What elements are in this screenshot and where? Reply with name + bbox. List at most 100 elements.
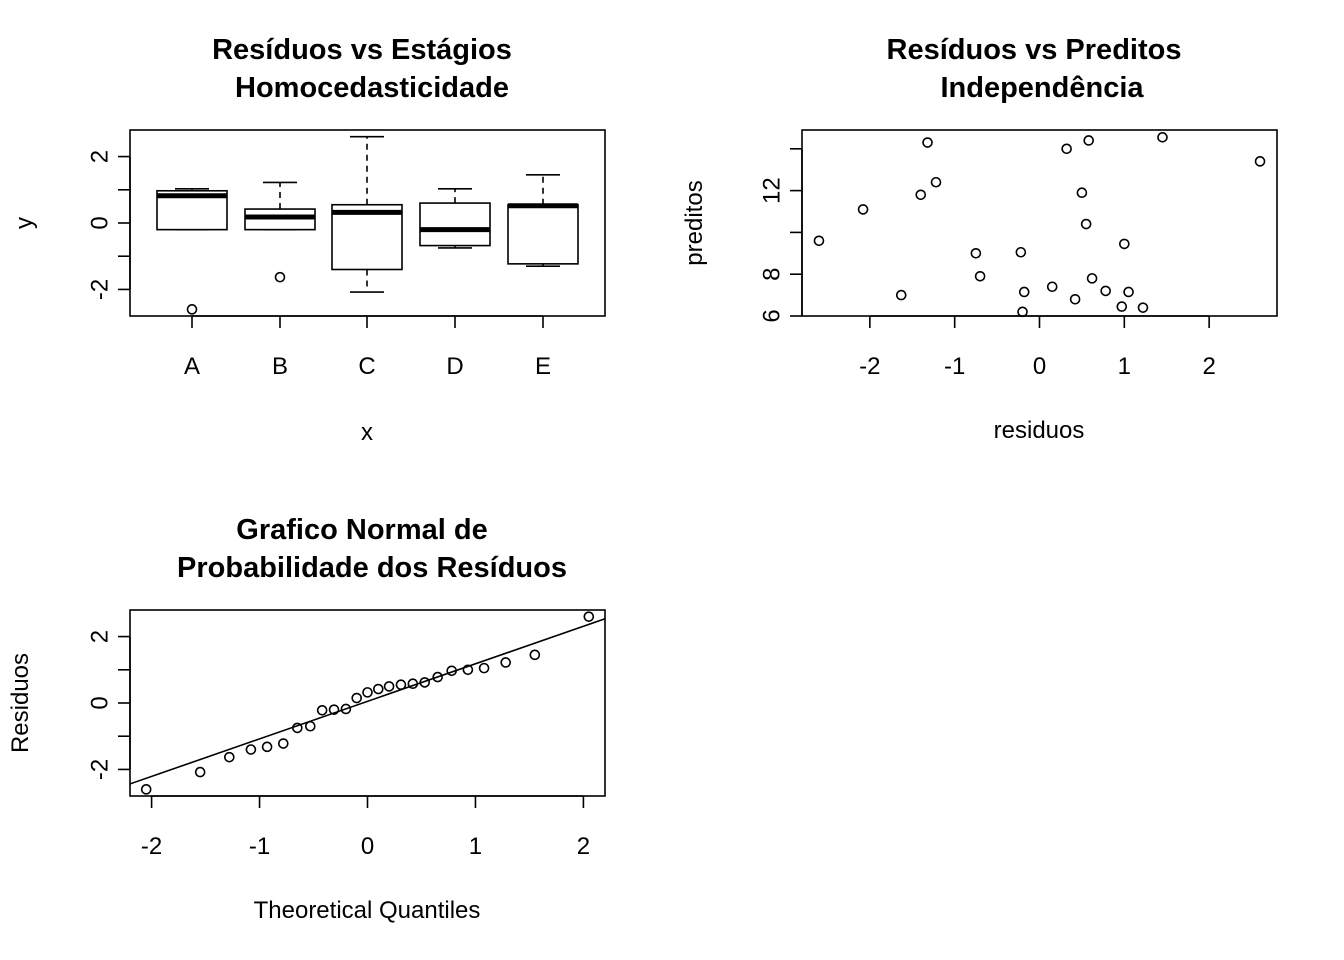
qq-title-line1: Grafico Normal de	[236, 514, 487, 546]
x-tick-label: 0	[361, 833, 374, 860]
qq-point	[304, 720, 316, 732]
panel-scatter: Resíduos vs Preditos Independência 6812-…	[681, 34, 1278, 444]
y-tick-label: 2	[86, 150, 113, 163]
scatter-point	[1123, 286, 1134, 298]
scatter-point	[1017, 306, 1028, 318]
qq-point	[372, 683, 384, 695]
qq-xlabel: Theoretical Quantiles	[254, 897, 481, 924]
box-A	[156, 187, 228, 315]
scatter-point	[915, 189, 927, 201]
boxplot-xlabel: x	[361, 419, 373, 446]
x-tick-label: 1	[469, 833, 482, 860]
y-tick-label: 2	[86, 630, 113, 643]
x-tick-label: -1	[944, 353, 965, 380]
qq-point	[194, 766, 206, 778]
qq-reference-line	[130, 618, 605, 785]
y-tick-label: 12	[758, 177, 785, 204]
box-iqr	[419, 202, 491, 247]
box-E	[507, 174, 579, 267]
qq-ylabel: Residuos	[7, 653, 34, 753]
y-tick-label: -2	[86, 759, 113, 780]
qq-point	[432, 671, 443, 683]
scatter-point	[970, 248, 982, 259]
qq-point	[419, 677, 431, 688]
qq-marks: -2 0 2 -2 -1 0 1 2	[86, 611, 605, 860]
scatter-point	[1046, 281, 1058, 293]
y-tick-label: 0	[86, 216, 113, 229]
box-D	[419, 187, 491, 249]
qq-point	[340, 703, 352, 715]
scatter-point	[1018, 286, 1030, 298]
qq-point	[362, 687, 373, 698]
scatter-point	[1069, 293, 1081, 305]
x-tick-label: -2	[859, 353, 880, 380]
y-tick-label: -2	[86, 279, 113, 300]
box-iqr	[507, 203, 579, 265]
scatter-title-line1: Resíduos vs Preditos	[887, 34, 1182, 66]
scatter-point	[1083, 135, 1094, 146]
x-tick-label: D	[446, 353, 463, 380]
x-tick-label: B	[272, 353, 288, 380]
y-tick-label: 6	[758, 309, 785, 322]
qq-title-line2: Probabilidade dos Resíduos	[177, 552, 567, 584]
y-tick-label: 8	[758, 268, 785, 281]
qq-point	[292, 722, 303, 734]
qq-point	[316, 705, 328, 716]
qq-point	[383, 681, 395, 692]
x-tick-label: 1	[1118, 353, 1131, 380]
qq-point	[462, 664, 474, 676]
qq-point	[328, 704, 340, 715]
qq-point	[261, 741, 273, 753]
scatter-point	[1061, 143, 1072, 155]
scatter-point	[1076, 187, 1088, 198]
qq-point	[500, 657, 511, 668]
boxplot-title-line2: Homocedasticidade	[235, 72, 509, 104]
scatter-point	[930, 176, 942, 188]
x-tick-label: E	[535, 353, 551, 380]
x-tick-label: C	[358, 353, 375, 380]
scatter-xlabel: residuos	[994, 417, 1085, 444]
boxplot-ylabel: y	[11, 217, 38, 229]
scatter-point	[857, 204, 869, 215]
qq-point	[446, 665, 458, 677]
box-B	[244, 181, 316, 283]
box-iqr	[331, 203, 403, 271]
qq-point	[277, 738, 289, 749]
qq-point	[395, 679, 407, 691]
scatter-point	[1100, 285, 1111, 297]
scatter-point	[895, 289, 907, 301]
scatter-point	[922, 137, 933, 148]
scatter-point	[1116, 301, 1128, 312]
qq-point	[529, 649, 541, 661]
scatter-point	[1086, 273, 1098, 284]
x-tick-label: 0	[1033, 353, 1046, 380]
scatter-point	[1157, 132, 1168, 143]
x-tick-label: 2	[577, 833, 590, 860]
scatter-point	[1137, 302, 1149, 313]
scatter-ylabel: preditos	[681, 180, 708, 265]
boxplot-title-line1: Resíduos vs Estágios	[212, 34, 512, 66]
scatter-point	[1119, 238, 1130, 250]
y-tick-label: 0	[86, 696, 113, 709]
scatter-point	[1015, 246, 1027, 258]
qq-point	[351, 692, 363, 704]
x-tick-label: -2	[141, 833, 162, 860]
panel-qqplot: Grafico Normal de Probabilidade dos Resí…	[7, 514, 606, 924]
box-C	[331, 135, 403, 293]
qq-point	[583, 611, 595, 622]
scatter-frame	[801, 129, 1278, 317]
x-tick-label: 2	[1202, 353, 1215, 380]
qq-point	[478, 662, 490, 674]
scatter-point	[1080, 218, 1092, 230]
scatter-title-line2: Independência	[940, 72, 1144, 104]
x-tick-label: A	[184, 353, 200, 380]
qq-point	[245, 744, 257, 755]
scatter-point	[1254, 156, 1266, 167]
scatter-point	[813, 235, 825, 247]
outlier-point	[274, 271, 286, 283]
panel-boxplot: Resíduos vs Estágios Homocedasticidade -…	[11, 34, 606, 446]
x-tick-label: -1	[249, 833, 270, 860]
qq-point	[140, 784, 152, 795]
